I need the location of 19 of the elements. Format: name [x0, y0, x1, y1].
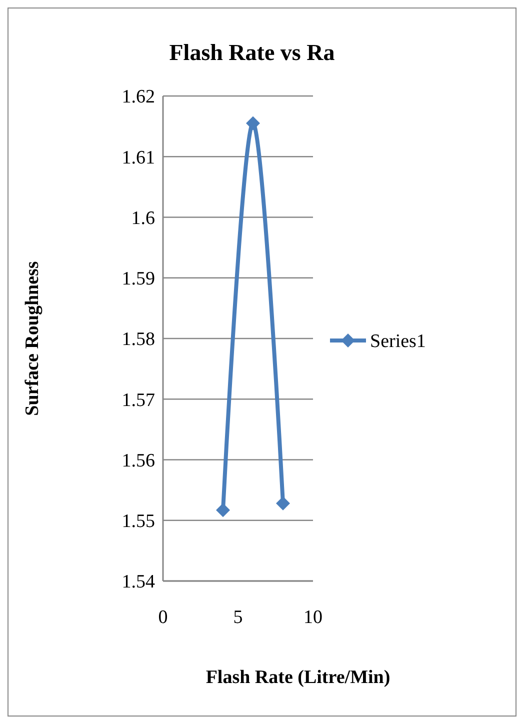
legend-label: Series1	[370, 331, 426, 352]
y-tick-label: 1.62	[122, 86, 155, 108]
y-tick-label: 1.59	[122, 268, 155, 290]
y-tick-label: 1.56	[122, 450, 155, 472]
x-axis-title: Flash Rate (Litre/Min)	[206, 667, 390, 688]
x-tick-label: 10	[304, 607, 322, 628]
chart-title: Flash Rate vs Ra	[169, 40, 336, 65]
point	[276, 496, 290, 510]
y-axis-title: Surface Roughness	[22, 261, 43, 416]
y-tick-label: 1.57	[122, 390, 155, 411]
point	[246, 116, 260, 130]
y-tick-label: 1.55	[122, 511, 155, 532]
x-tick-label: 0	[158, 607, 168, 628]
y-tick-label: 1.61	[122, 147, 155, 168]
x-tick-label: 5	[233, 607, 243, 628]
y-tick-label: 1.6	[131, 208, 155, 229]
y-tick-label: 1.58	[122, 329, 155, 350]
point	[216, 503, 230, 518]
y-tick-label: 1.54	[122, 572, 156, 593]
